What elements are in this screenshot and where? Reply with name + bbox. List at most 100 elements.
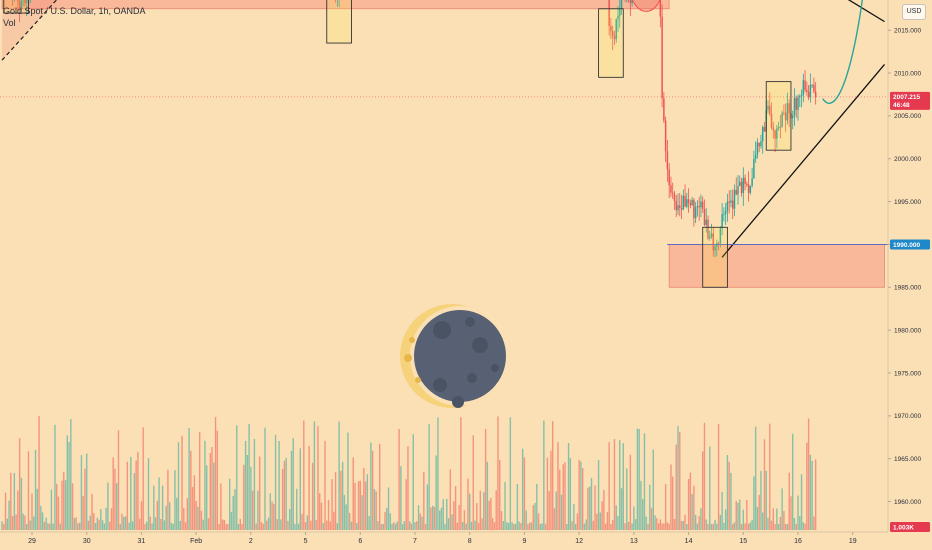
volume-bar bbox=[442, 499, 444, 530]
volume-bar bbox=[48, 523, 51, 530]
volume-bar bbox=[702, 451, 704, 530]
candle bbox=[770, 114, 773, 128]
volume-bar bbox=[624, 523, 626, 530]
volume-bar bbox=[666, 522, 669, 530]
volume-bar bbox=[486, 461, 489, 530]
projection-path bbox=[822, 0, 863, 104]
volume-bar bbox=[469, 493, 471, 530]
volume-bar bbox=[735, 500, 737, 530]
volume-bar bbox=[776, 508, 778, 530]
candle bbox=[677, 205, 679, 211]
volume-bar bbox=[156, 500, 159, 530]
volume-bar bbox=[679, 432, 681, 530]
candle bbox=[783, 112, 785, 114]
volume-bar bbox=[200, 510, 203, 530]
volume-bar bbox=[327, 500, 330, 530]
volume-bar bbox=[50, 489, 53, 530]
volume-bar bbox=[747, 523, 750, 530]
candle bbox=[679, 205, 681, 209]
volume-bar bbox=[603, 489, 605, 530]
candle bbox=[735, 190, 737, 195]
volume-bar bbox=[509, 417, 512, 530]
volume-bar bbox=[43, 521, 46, 530]
volume-bar bbox=[267, 517, 270, 530]
candle bbox=[806, 89, 808, 93]
volume-bar bbox=[497, 416, 499, 530]
volume-bar bbox=[599, 512, 602, 530]
volume-bar bbox=[451, 514, 453, 530]
candle bbox=[24, 0, 26, 3]
volume-bar bbox=[555, 491, 557, 530]
time-tick-label: 29 bbox=[28, 538, 36, 545]
highlight-box bbox=[598, 8, 624, 78]
volume-bar bbox=[216, 430, 219, 530]
volume-bar bbox=[521, 448, 524, 530]
volume-bar bbox=[232, 496, 234, 530]
volume-bar bbox=[567, 442, 570, 530]
volume-bar bbox=[574, 523, 577, 530]
candle bbox=[20, 0, 23, 9]
volume-bar bbox=[130, 456, 132, 530]
volume-bar bbox=[311, 462, 314, 530]
candle bbox=[779, 126, 782, 128]
currency-button[interactable]: USD bbox=[902, 4, 926, 20]
volume-legend[interactable]: Vol bbox=[3, 18, 16, 28]
volume-bar bbox=[22, 513, 24, 530]
volume-bar bbox=[15, 514, 17, 530]
volume-bar bbox=[458, 505, 460, 530]
candle bbox=[813, 84, 815, 92]
volume-bar bbox=[613, 438, 616, 530]
volume-bar bbox=[672, 476, 674, 530]
candle bbox=[737, 186, 739, 195]
volume-bar bbox=[456, 522, 459, 530]
volume-bar bbox=[214, 416, 217, 530]
volume-bar bbox=[740, 523, 743, 530]
volume-bar bbox=[373, 489, 376, 530]
volume-bar bbox=[4, 492, 7, 530]
candle bbox=[673, 193, 676, 201]
volume-bar bbox=[343, 494, 346, 530]
volume-bar bbox=[36, 488, 38, 530]
volume-bar bbox=[559, 469, 561, 530]
volume-bar bbox=[484, 428, 487, 530]
candle bbox=[772, 127, 775, 131]
volume-bar bbox=[530, 522, 533, 530]
volume-bar bbox=[659, 519, 662, 530]
volume-bar bbox=[73, 518, 76, 530]
volume-bar bbox=[756, 506, 759, 530]
volume-bar bbox=[546, 457, 549, 530]
volume-bar bbox=[253, 438, 256, 530]
volume-bar bbox=[514, 523, 517, 530]
volume-bar bbox=[435, 455, 437, 530]
volume-bar bbox=[608, 442, 610, 530]
volume-bar bbox=[663, 523, 665, 530]
volume-bar bbox=[523, 457, 526, 530]
candle bbox=[710, 233, 713, 237]
price-tag-2007.215-label: 2007.215 bbox=[893, 94, 920, 101]
volume-bar bbox=[703, 422, 706, 530]
volume-bar bbox=[45, 517, 47, 530]
volume-bar bbox=[364, 481, 367, 530]
volume-bar bbox=[643, 433, 646, 530]
volume-bar bbox=[66, 435, 69, 530]
volume-bar bbox=[144, 523, 146, 530]
volume-bar bbox=[183, 507, 185, 530]
volume-bar bbox=[223, 519, 226, 530]
volume-bar bbox=[543, 420, 545, 530]
volume-bar bbox=[174, 470, 176, 530]
volume-bar bbox=[303, 420, 305, 530]
volume-bar bbox=[779, 516, 782, 530]
volume-bar bbox=[198, 432, 201, 530]
volume-bar bbox=[716, 523, 718, 530]
symbol-title[interactable]: Gold Spot / U.S. Dollar, 1h, OANDA bbox=[3, 6, 146, 16]
volume-bar bbox=[774, 523, 776, 530]
volume-bar bbox=[488, 500, 490, 530]
candle bbox=[620, 0, 623, 9]
volume-bar bbox=[412, 434, 414, 530]
volume-bar bbox=[769, 423, 771, 530]
candle bbox=[617, 15, 619, 19]
volume-bar bbox=[749, 522, 752, 530]
volume-bar bbox=[147, 458, 150, 530]
